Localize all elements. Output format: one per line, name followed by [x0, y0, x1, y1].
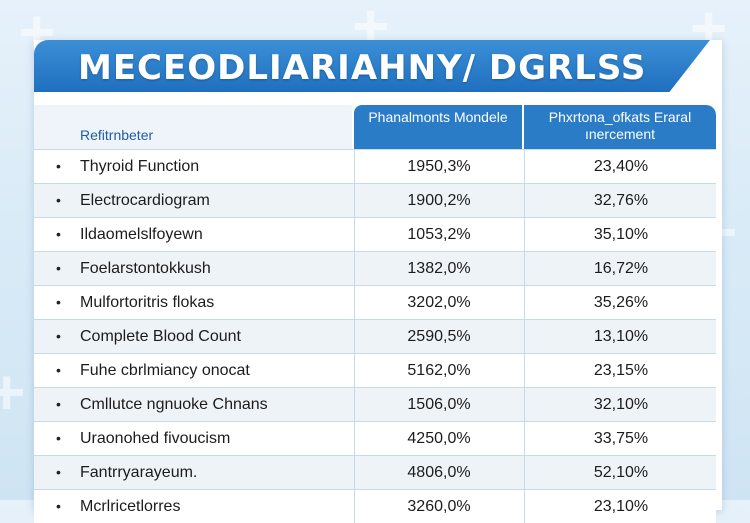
table-row: • Uraonohed fivoucism 4250,0% 33,75% — [34, 421, 716, 455]
header-parameter-label: Refitrnbeter — [80, 127, 154, 143]
row-value-column-2: 32,76% — [524, 184, 717, 217]
table-row: • Electrocardiogram 1900,2% 32,76% — [34, 183, 716, 217]
cross-decoration-icon: + — [0, 356, 26, 428]
row-value-column-1: 3202,0% — [354, 286, 523, 319]
row-value-column-1: 1053,2% — [354, 218, 523, 251]
table-row: • Fantrryarayeum. 4806,0% 52,10% — [34, 455, 716, 489]
row-value-column-2: 13,10% — [524, 320, 717, 353]
row-value-column-1: 4806,0% — [354, 456, 523, 489]
row-value-column-2: 35,26% — [524, 286, 717, 319]
bullet-marker: • — [56, 498, 61, 514]
row-label: Fantrryarayeum. — [80, 464, 198, 481]
table-row: • Mcrlricetlorres 3260,0% 23,10% — [34, 489, 716, 523]
header-parameter-cell: Refitrnbeter — [34, 105, 352, 149]
row-value-column-1: 5162,0% — [354, 354, 523, 387]
header-column-1: Phanalmonts Mondele — [354, 105, 522, 149]
row-value-column-2: 32,10% — [524, 388, 717, 421]
row-label: Fuhe cbrlmiancy onocat — [80, 362, 250, 379]
table-row: • Cmllutce ngnuoke Chnans 1506,0% 32,10% — [34, 387, 716, 421]
table-row: • Complete Blood Count 2590,5% 13,10% — [34, 319, 716, 353]
row-label: Ildaomelslfoyewn — [80, 226, 203, 243]
bullet-marker: • — [56, 158, 61, 174]
table-row: • Thyroid Function 1950,3% 23,40% — [34, 149, 716, 183]
row-value-column-2: 23,40% — [524, 150, 717, 183]
title-banner — [34, 40, 710, 92]
bullet-marker: • — [56, 396, 61, 412]
row-label: Thyroid Function — [80, 158, 200, 175]
row-value-column-2: 16,72% — [524, 252, 717, 285]
row-label: Complete Blood Count — [80, 328, 241, 345]
row-value-column-1: 4250,0% — [354, 422, 523, 455]
bullet-marker: • — [56, 362, 61, 378]
row-value-column-1: 1382,0% — [354, 252, 523, 285]
bullet-marker: • — [56, 226, 61, 242]
row-value-column-2: 35,10% — [524, 218, 717, 251]
row-value-column-1: 2590,5% — [354, 320, 523, 353]
row-value-column-2: 33,75% — [524, 422, 717, 455]
row-value-column-2: 23,10% — [524, 490, 717, 523]
row-label: Uraonohed fivoucism — [80, 430, 231, 447]
row-value-column-2: 23,15% — [524, 354, 717, 387]
bullet-marker: • — [56, 192, 61, 208]
row-label: Mulfortoritris flokas — [80, 294, 215, 311]
table-header: Refitrnbeter Phanalmonts Mondele Phxrton… — [34, 105, 716, 149]
bullet-marker: • — [56, 430, 61, 446]
row-value-column-1: 1506,0% — [354, 388, 523, 421]
bullet-marker: • — [56, 464, 61, 480]
table-body: • Thyroid Function 1950,3% 23,40% • Electroca… — [34, 149, 716, 523]
row-label: Mcrlricetlorres — [80, 498, 181, 515]
table-row: • Foelarstontokkush 1382,0% 16,72% — [34, 251, 716, 285]
bullet-marker: • — [56, 260, 61, 276]
row-label: Electrocardiogram — [80, 192, 210, 209]
page-title: MECEODLIARIAHNY/ DGRLSS — [78, 48, 647, 88]
header-column-2: Phxrtona_ofkats Eraral ınercement — [524, 105, 716, 149]
row-value-column-1: 1900,2% — [354, 184, 523, 217]
table-row: • Fuhe cbrlmiancy onocat 5162,0% 23,15% — [34, 353, 716, 387]
row-value-column-1: 1950,3% — [354, 150, 523, 183]
table-row: • Mulfortoritris flokas 3202,0% 35,26% — [34, 285, 716, 319]
row-label: Foelarstontokkush — [80, 260, 211, 277]
bullet-marker: • — [56, 328, 61, 344]
row-label: Cmllutce ngnuoke Chnans — [80, 396, 268, 413]
row-value-column-1: 3260,0% — [354, 490, 523, 523]
table-row: • Ildaomelslfoyewn 1053,2% 35,10% — [34, 217, 716, 251]
bullet-marker: • — [56, 294, 61, 310]
row-value-column-2: 52,10% — [524, 456, 717, 489]
